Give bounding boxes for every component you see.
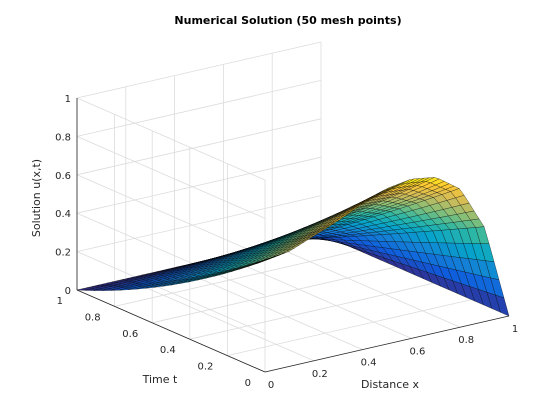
z-tick-label: 0.8 bbox=[55, 132, 71, 143]
grid-line-x-floor bbox=[125, 278, 314, 362]
y-axis-label: Time t bbox=[142, 373, 178, 386]
surface-quad bbox=[495, 294, 510, 317]
x-tick-label: 0.8 bbox=[458, 335, 474, 346]
y-tick-label: 0.6 bbox=[122, 329, 138, 340]
x-tick-label: 0.6 bbox=[409, 346, 425, 357]
grid-line-x-floor bbox=[174, 267, 363, 350]
grid-line-z-left bbox=[76, 251, 266, 334]
grid-line-z-back bbox=[76, 195, 322, 252]
x-axis-label: Distance x bbox=[361, 378, 420, 391]
y-tick-label: 0.8 bbox=[85, 312, 101, 323]
axis-edge-x bbox=[264, 315, 510, 373]
z-axis-label: Solution u(x,t) bbox=[30, 159, 43, 237]
grid-line-z-left bbox=[76, 212, 266, 296]
z-tick-label: 0.2 bbox=[55, 248, 71, 259]
grid-line-z-left bbox=[76, 136, 266, 219]
grid-line-t-floor bbox=[152, 266, 397, 324]
grid-line-t-floor bbox=[227, 299, 472, 356]
grid-line-z-left bbox=[76, 174, 266, 258]
x-tick-label: 0 bbox=[268, 380, 274, 391]
z-tick-label: 0.6 bbox=[55, 171, 71, 182]
grid-line-z-back bbox=[76, 80, 322, 137]
grid-line-z-back bbox=[76, 41, 322, 99]
grid-line-z-left bbox=[76, 97, 266, 181]
x-tick-label: 1 bbox=[512, 324, 518, 335]
z-tick-label: 0 bbox=[65, 286, 71, 297]
axis-edge-t bbox=[76, 289, 266, 373]
grid-line-x-floor bbox=[272, 244, 461, 328]
y-tick-label: 0.2 bbox=[197, 362, 213, 373]
grid-line-t-floor bbox=[189, 282, 434, 340]
x-tick-label: 0.2 bbox=[312, 369, 328, 380]
y-tick-label: 0 bbox=[245, 378, 251, 389]
chart-title: Numerical Solution (50 mesh points) bbox=[174, 14, 401, 27]
y-tick-label: 1 bbox=[57, 296, 63, 307]
z-tick-label: 1 bbox=[65, 94, 71, 105]
x-tick-label: 0.4 bbox=[361, 358, 377, 369]
surface-mesh bbox=[76, 177, 510, 317]
grid-line-x-floor bbox=[223, 256, 412, 339]
y-tick-label: 0.4 bbox=[160, 345, 176, 356]
grid-line-t-floor bbox=[114, 250, 359, 307]
tick-labels: 00.20.40.60.8100.20.40.60.8100.20.40.60.… bbox=[55, 94, 518, 391]
grid-line-z-back bbox=[76, 156, 322, 214]
grid-line-z-back bbox=[76, 118, 322, 176]
z-tick-label: 0.4 bbox=[55, 209, 71, 220]
